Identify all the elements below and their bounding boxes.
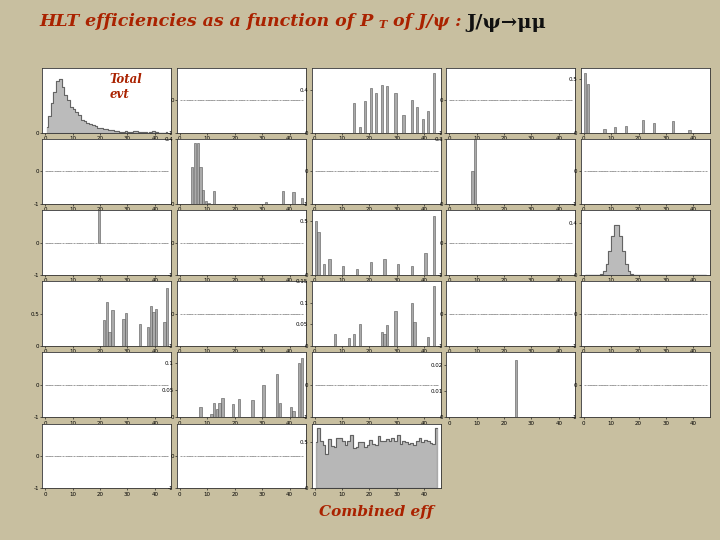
Bar [356,269,358,275]
Bar [262,384,265,417]
Bar [111,310,114,346]
Bar [298,363,300,417]
Bar [97,210,100,242]
Bar [279,403,281,417]
Bar [427,111,429,133]
Text: T: T [379,19,387,30]
Bar [103,320,105,346]
Bar [474,139,477,204]
Bar [348,338,350,346]
Bar [122,319,125,346]
Bar [199,407,202,417]
Bar [369,88,372,133]
Bar [433,286,435,346]
Bar [395,312,397,346]
Bar [147,327,149,346]
Bar [292,192,294,204]
Bar [197,143,199,204]
Bar [424,253,427,275]
Bar [202,190,204,204]
Bar [323,264,325,275]
Bar [276,374,279,417]
Bar [652,123,655,133]
Bar [213,403,215,417]
Bar [139,324,141,346]
Bar [199,167,202,204]
Bar [194,143,196,204]
Bar [301,198,303,204]
Bar [672,121,674,133]
Bar [375,93,377,133]
Bar [204,201,207,204]
Bar [109,332,111,346]
Bar [410,100,413,133]
Bar [380,332,383,346]
Bar [153,312,155,346]
Bar [472,172,474,204]
Bar [315,221,317,275]
Bar [318,232,320,275]
Bar [383,334,386,346]
Bar [218,403,221,417]
Bar [614,127,616,133]
Bar [106,302,108,346]
Bar [395,93,397,133]
Bar [410,266,413,275]
Bar [386,86,388,133]
Bar [155,309,158,346]
Bar [353,334,356,346]
Bar [238,400,240,417]
Bar [292,411,294,417]
Bar [688,130,690,133]
Text: of J/ψ :: of J/ψ : [387,14,467,30]
Bar [625,126,627,133]
Text: Combined eff: Combined eff [319,505,433,519]
Bar [386,325,388,346]
Bar [515,360,518,417]
Bar [210,414,212,417]
Bar [150,306,152,346]
Bar [369,262,372,275]
Bar [125,313,127,346]
Bar [251,400,253,417]
Bar [416,107,418,133]
Text: Total
evt: Total evt [109,73,143,101]
Bar [328,259,330,275]
Bar [265,201,267,204]
Bar [213,191,215,204]
Bar [289,407,292,417]
Bar [433,73,435,133]
Bar [383,259,386,275]
Bar [353,103,356,133]
Bar [191,167,194,204]
Bar [587,84,589,133]
Bar [342,266,344,275]
Bar [163,322,166,346]
Bar [603,129,606,133]
Bar [413,322,415,346]
Bar [216,409,218,417]
Bar [380,85,383,133]
Bar [397,264,400,275]
Bar [410,303,413,346]
Text: J/ψ→μμ: J/ψ→μμ [467,14,546,31]
Bar [282,191,284,204]
Bar [166,288,168,346]
Bar [359,127,361,133]
Bar [584,73,586,133]
Bar [402,115,405,133]
Bar [334,334,336,346]
Bar [232,404,235,417]
Bar [359,325,361,346]
Bar [221,399,223,417]
Bar [642,120,644,133]
Bar [427,337,429,346]
Bar [422,119,424,133]
Bar [364,100,366,133]
Bar [301,358,303,417]
Text: HLT efficiencies as a function of P: HLT efficiencies as a function of P [40,14,374,30]
Bar [433,215,435,275]
